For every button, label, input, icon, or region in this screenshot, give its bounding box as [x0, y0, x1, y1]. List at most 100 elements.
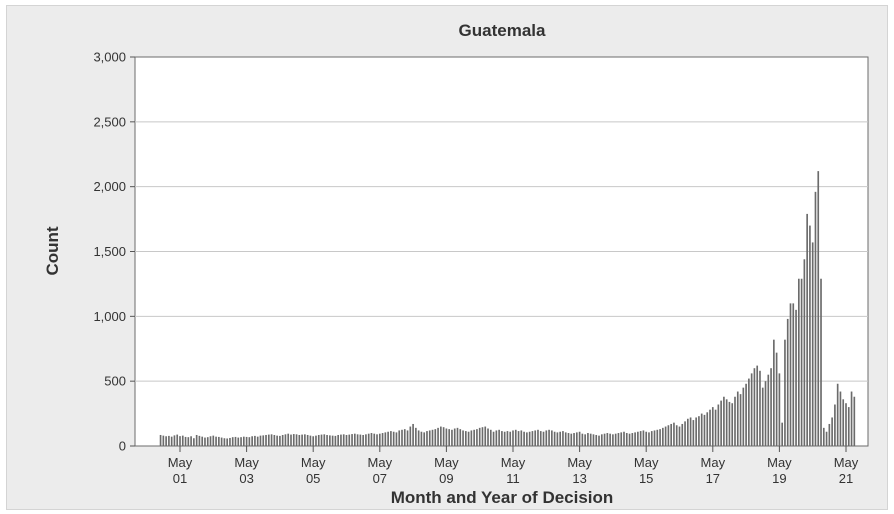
bar	[445, 428, 448, 446]
bar	[387, 431, 389, 446]
bar	[703, 414, 706, 446]
bar	[487, 428, 489, 446]
bar	[415, 427, 417, 446]
bar	[797, 278, 800, 446]
bar	[675, 425, 678, 446]
bar	[184, 436, 187, 446]
bar	[181, 435, 184, 446]
bar	[623, 431, 625, 446]
bar	[248, 437, 251, 446]
x-tick-label-year: 07	[373, 471, 387, 486]
bar	[834, 404, 836, 446]
bar	[412, 423, 414, 446]
bar	[584, 434, 586, 446]
bar	[806, 213, 808, 446]
bar	[190, 436, 192, 446]
bar	[290, 434, 292, 446]
bar	[606, 433, 609, 446]
bar	[503, 431, 506, 446]
bar	[426, 431, 428, 446]
bar	[342, 434, 345, 446]
bar	[245, 436, 248, 446]
bar	[323, 434, 326, 446]
bar	[847, 407, 850, 446]
bar	[678, 426, 681, 446]
bar	[728, 401, 731, 446]
x-tick-label-year: 09	[439, 471, 453, 486]
bar	[265, 434, 267, 446]
bar	[409, 426, 412, 446]
bar	[298, 434, 301, 446]
bar	[259, 435, 262, 446]
x-tick-label-year: 21	[839, 471, 853, 486]
bar	[218, 436, 220, 446]
bar	[440, 426, 442, 446]
bar	[628, 433, 631, 446]
bar	[204, 437, 206, 446]
bar	[575, 432, 578, 446]
bar	[390, 431, 392, 446]
bar	[795, 309, 797, 446]
bar	[814, 191, 817, 446]
bar	[331, 435, 334, 446]
bar	[340, 434, 342, 446]
bar	[625, 433, 628, 446]
bar	[767, 374, 770, 446]
bar	[270, 434, 273, 446]
bar	[639, 431, 642, 446]
bar	[403, 429, 406, 446]
x-tick-label-month: May	[234, 455, 259, 470]
bar	[215, 436, 217, 446]
bar	[620, 432, 623, 446]
bar	[778, 373, 781, 446]
bar	[301, 434, 303, 446]
bar	[242, 436, 245, 446]
bar	[534, 430, 537, 446]
bar	[337, 434, 339, 446]
bar	[637, 431, 639, 446]
bar	[745, 383, 747, 446]
bar	[329, 435, 331, 446]
bar	[836, 383, 839, 446]
bar	[700, 413, 703, 446]
x-tick-label-month: May	[701, 455, 726, 470]
bar	[370, 433, 373, 446]
bar	[631, 433, 634, 446]
bar	[284, 434, 287, 446]
bar	[689, 417, 692, 446]
bar	[800, 278, 803, 446]
bar	[315, 435, 317, 446]
x-axis-ticks: May01May03May05May07May09May11May13May15…	[168, 446, 859, 486]
bar	[523, 431, 525, 446]
bar	[734, 396, 736, 446]
bar	[376, 434, 378, 446]
x-tick-label-month: May	[634, 455, 659, 470]
bar	[667, 425, 670, 446]
bar	[567, 433, 570, 446]
bar	[276, 435, 278, 446]
bar	[495, 430, 498, 446]
x-tick-label-month: May	[567, 455, 592, 470]
bar	[742, 387, 745, 446]
bar	[692, 420, 695, 446]
bar	[381, 433, 384, 446]
bar	[467, 431, 470, 446]
bar	[470, 430, 473, 446]
x-axis-label: Month and Year of Decision	[391, 488, 614, 507]
bar	[359, 434, 362, 446]
bar	[662, 427, 664, 446]
bar	[537, 429, 539, 446]
bar	[562, 431, 564, 446]
bar	[748, 378, 750, 446]
bar	[648, 432, 650, 446]
bar	[706, 412, 709, 446]
bar	[656, 429, 659, 446]
x-tick-label-year: 19	[772, 471, 786, 486]
bar	[234, 436, 237, 446]
bar	[589, 433, 592, 446]
bar	[773, 339, 775, 446]
bar	[614, 433, 617, 446]
bar	[373, 433, 376, 446]
bar	[309, 435, 312, 446]
bar	[784, 339, 786, 446]
